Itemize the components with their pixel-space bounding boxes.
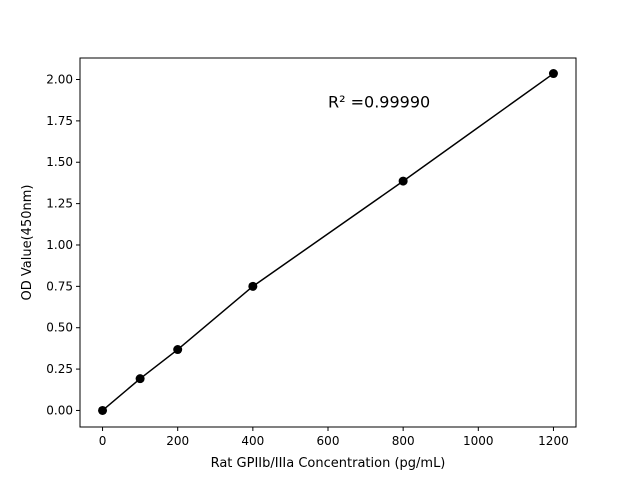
y-tick-label: 1.75 [46,114,73,128]
x-tick-label: 400 [241,434,264,448]
y-tick-label: 0.00 [46,403,73,417]
data-point [98,405,108,415]
data-point [398,176,408,186]
data-point [135,374,145,384]
plot-area [79,57,577,428]
x-tick-label: 600 [317,434,340,448]
x-tick-label: 1200 [538,434,569,448]
data-point [173,345,183,355]
r-squared-annotation: R² =0.99990 [328,93,430,112]
x-tick-label: 800 [392,434,415,448]
fit-line [102,72,554,412]
x-tick-label: 0 [99,434,107,448]
data-point [548,69,558,79]
y-tick-label: 0.50 [46,321,73,335]
x-tick-label: 200 [166,434,189,448]
y-tick-label: 1.50 [46,155,73,169]
x-tick-label: 1000 [463,434,494,448]
data-point [248,281,258,291]
x-axis-label: Rat GPIIb/IIIa Concentration (pg/mL) [211,456,446,471]
y-tick-label: 1.25 [46,197,73,211]
y-tick-label: 1.00 [46,238,73,252]
y-tick-label: 0.75 [46,279,73,293]
y-tick-label: 2.00 [46,73,73,87]
y-tick-label: 0.25 [46,362,73,376]
y-axis-label: OD Value(450nm) [20,185,35,301]
